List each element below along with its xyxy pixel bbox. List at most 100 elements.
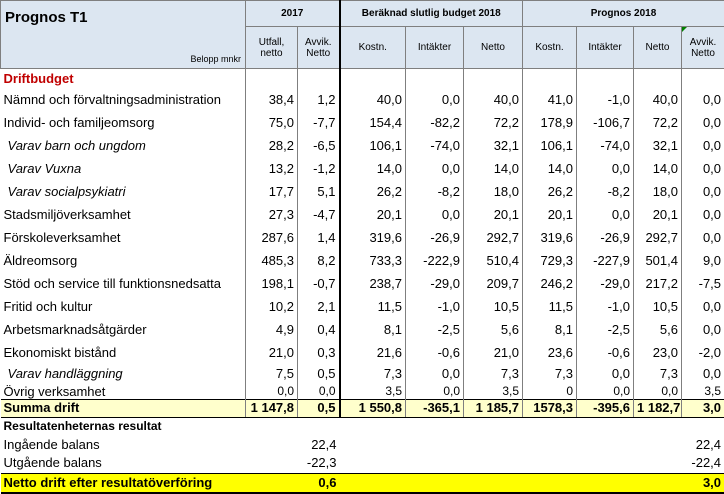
table-cell: 729,3 bbox=[523, 250, 577, 273]
table-cell: 319,6 bbox=[523, 227, 577, 250]
table-cell: -82,2 bbox=[406, 112, 464, 135]
table-cell: -7,7 bbox=[298, 112, 340, 135]
table-cell: 0,0 bbox=[577, 204, 634, 227]
table-cell: 41,0 bbox=[523, 90, 577, 112]
summa-cell: 3,0 bbox=[682, 399, 724, 417]
table-cell: 40,0 bbox=[464, 90, 523, 112]
table-cell: 501,4 bbox=[634, 250, 682, 273]
row-label: Varav Vuxna bbox=[1, 158, 246, 181]
table-cell: 0,0 bbox=[577, 158, 634, 181]
table-cell: 23,0 bbox=[634, 342, 682, 365]
table-cell: 0,3 bbox=[298, 342, 340, 365]
ingaende-avvik-2017: 22,4 bbox=[298, 435, 340, 454]
table-cell: 0,0 bbox=[298, 385, 340, 400]
table-cell: -2,5 bbox=[577, 319, 634, 342]
table-cell: 7,5 bbox=[246, 365, 298, 385]
row-label: Äldreomsorg bbox=[1, 250, 246, 273]
sub-avvik-netto-prognos: Avvik. Netto bbox=[682, 27, 724, 69]
table-cell: -1,0 bbox=[577, 90, 634, 112]
row-label: Fritid och kultur bbox=[1, 296, 246, 319]
table-cell: 72,2 bbox=[464, 112, 523, 135]
table-cell: -0,6 bbox=[406, 342, 464, 365]
result-header-label: Resultatenheternas resultat bbox=[1, 417, 246, 435]
sub-avvik-netto-2017: Avvik. Netto bbox=[298, 27, 340, 69]
table-cell: 1,4 bbox=[298, 227, 340, 250]
table-cell: -4,7 bbox=[298, 204, 340, 227]
sub-intakter-prognos: Intäkter bbox=[577, 27, 634, 69]
table-cell: 18,0 bbox=[634, 181, 682, 204]
utgaende-label: Utgående balans bbox=[1, 454, 246, 473]
table-cell: 10,5 bbox=[464, 296, 523, 319]
result-header-row: Resultatenheternas resultat bbox=[1, 417, 724, 435]
table-cell: 7,3 bbox=[634, 365, 682, 385]
table-cell: 10,5 bbox=[634, 296, 682, 319]
table-cell: 0,0 bbox=[682, 135, 724, 158]
table-cell: 20,1 bbox=[340, 204, 406, 227]
table-cell: 238,7 bbox=[340, 273, 406, 296]
table-cell: 11,5 bbox=[340, 296, 406, 319]
group-budget-2018: Beräknad slutlig budget 2018 bbox=[340, 1, 523, 27]
table-cell: 0,0 bbox=[406, 365, 464, 385]
table-cell: 7,3 bbox=[464, 365, 523, 385]
group-2017: 2017 bbox=[246, 1, 340, 27]
table-cell: 14,0 bbox=[634, 158, 682, 181]
table-cell: 0,0 bbox=[682, 296, 724, 319]
table-cell: 5,6 bbox=[634, 319, 682, 342]
table-cell: -74,0 bbox=[577, 135, 634, 158]
table-cell: 0,0 bbox=[577, 385, 634, 400]
sub-kostn-prognos: Kostn. bbox=[523, 27, 577, 69]
table-cell: -6,5 bbox=[298, 135, 340, 158]
table-cell: 5,1 bbox=[298, 181, 340, 204]
table-cell: -0,7 bbox=[298, 273, 340, 296]
netto-efter-avvik-2017: 0,6 bbox=[298, 473, 340, 493]
table-cell: 0,0 bbox=[246, 385, 298, 400]
section-row: Driftbudget bbox=[1, 69, 724, 90]
table-cell: 287,6 bbox=[246, 227, 298, 250]
section-label-driftbudget: Driftbudget bbox=[1, 69, 246, 90]
table-cell: 27,3 bbox=[246, 204, 298, 227]
ingaende-label: Ingående balans bbox=[1, 435, 246, 454]
table-cell: -29,0 bbox=[577, 273, 634, 296]
table-cell: 733,3 bbox=[340, 250, 406, 273]
table-cell: 28,2 bbox=[246, 135, 298, 158]
table-cell: -227,9 bbox=[577, 250, 634, 273]
table-cell: 0 bbox=[523, 385, 577, 400]
table-cell: 0,0 bbox=[406, 158, 464, 181]
table-cell: 0,0 bbox=[634, 385, 682, 400]
row-label: Förskoleverksamhet bbox=[1, 227, 246, 250]
table-cell: 0,4 bbox=[298, 319, 340, 342]
row-label: Ekonomiskt bistånd bbox=[1, 342, 246, 365]
utgaende-avvik-2017: -22,3 bbox=[298, 454, 340, 473]
table-cell: 3,5 bbox=[340, 385, 406, 400]
table-cell: 26,2 bbox=[523, 181, 577, 204]
table-cell: 21,0 bbox=[246, 342, 298, 365]
netto-efter-label: Netto drift efter resultatöverföring bbox=[1, 473, 246, 493]
table-cell: 20,1 bbox=[634, 204, 682, 227]
summa-cell: 1 185,7 bbox=[464, 399, 523, 417]
summa-cell: -395,6 bbox=[577, 399, 634, 417]
table-cell: 246,2 bbox=[523, 273, 577, 296]
table-cell: 7,3 bbox=[340, 365, 406, 385]
table-cell: -1,0 bbox=[577, 296, 634, 319]
table-cell: 0,0 bbox=[682, 365, 724, 385]
table-cell: 154,4 bbox=[340, 112, 406, 135]
table-cell: -222,9 bbox=[406, 250, 464, 273]
table-cell: 319,6 bbox=[340, 227, 406, 250]
table-cell: -2,5 bbox=[406, 319, 464, 342]
row-label: Arbetsmarknadsåtgärder bbox=[1, 319, 246, 342]
table-cell: -26,9 bbox=[577, 227, 634, 250]
table-cell: 0,0 bbox=[406, 90, 464, 112]
table-cell: 510,4 bbox=[464, 250, 523, 273]
table-cell: 8,1 bbox=[523, 319, 577, 342]
table-cell: 2,1 bbox=[298, 296, 340, 319]
table-cell: 32,1 bbox=[634, 135, 682, 158]
table-cell: -106,7 bbox=[577, 112, 634, 135]
header-row-groups: Prognos T1 Belopp mnkr 2017 Beräknad slu… bbox=[1, 1, 724, 27]
table-cell: 14,0 bbox=[464, 158, 523, 181]
